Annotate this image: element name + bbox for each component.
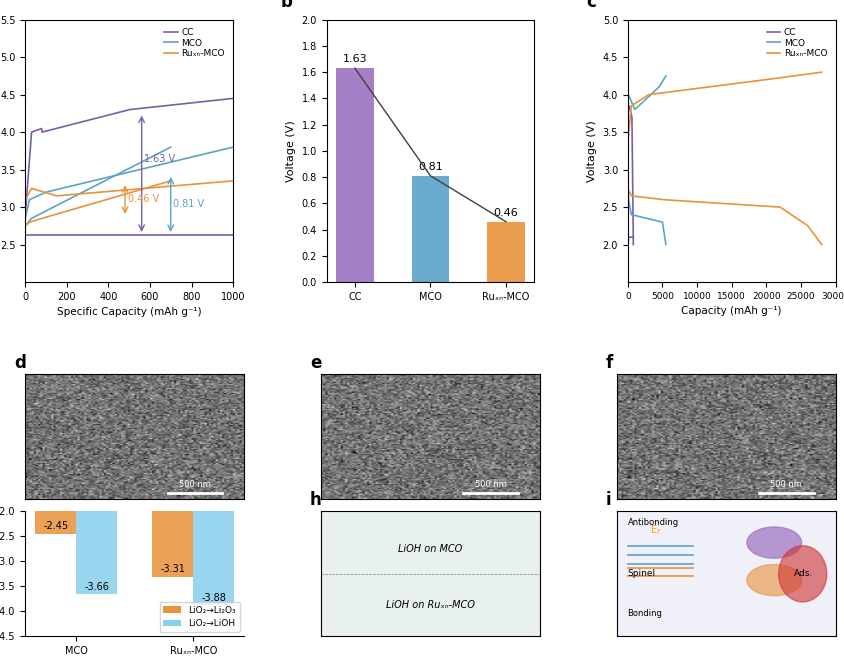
CC (628, 197, 638, 205)
MCO (191, 152, 201, 160)
X-axis label: Capacity (mAh g⁻¹): Capacity (mAh g⁻¹) (681, 306, 782, 316)
Y-axis label: Voltage (V): Voltage (V) (286, 120, 296, 182)
MCO (223, 144, 233, 152)
Bar (487, 222, 525, 282)
Text: E$_f$: E$_f$ (650, 523, 662, 537)
X-axis label: Specific Capacity (mAh g⁻¹): Specific Capacity (mAh g⁻¹) (57, 308, 202, 318)
Text: -2.45: -2.45 (43, 522, 68, 531)
Ruₓₙ-MCO (812, 69, 822, 77)
CC (623, 98, 633, 106)
Text: 500 nm: 500 nm (179, 480, 211, 489)
Text: -3.66: -3.66 (84, 582, 109, 592)
MCO (623, 103, 633, 111)
CC (133, 105, 143, 113)
MCO (655, 82, 665, 90)
CC (119, 107, 129, 115)
Text: -3.31: -3.31 (160, 564, 186, 575)
Ruₓₙ-MCO (738, 79, 749, 87)
MCO (133, 166, 143, 174)
Text: e: e (310, 354, 322, 372)
Text: 1.63: 1.63 (343, 54, 367, 64)
Line: Ruₓₙ-MCO: Ruₓₙ-MCO (25, 181, 233, 199)
Ruₓₙ-MCO (120, 186, 130, 194)
Text: 500 nm: 500 nm (474, 480, 506, 489)
Ruₓₙ-MCO (223, 177, 233, 185)
MCO (661, 72, 671, 80)
Y-axis label: Voltage (V): Voltage (V) (587, 120, 597, 182)
MCO (657, 78, 668, 86)
Bar (193, 411, 235, 605)
Ruₓₙ-MCO (20, 195, 30, 203)
Line: Ruₓₙ-MCO: Ruₓₙ-MCO (628, 72, 822, 144)
CC (623, 103, 633, 111)
Bar (412, 176, 449, 282)
Text: LiOH on Ruₓₙ-MCO: LiOH on Ruₓₙ-MCO (386, 600, 475, 610)
Ellipse shape (747, 564, 802, 596)
Ruₓₙ-MCO (119, 186, 129, 194)
Text: LiOH on MCO: LiOH on MCO (398, 544, 463, 554)
Ruₓₙ-MCO (191, 180, 201, 188)
MCO (144, 163, 154, 171)
Text: 0.81: 0.81 (418, 162, 443, 172)
MCO (20, 215, 30, 222)
CC (191, 98, 201, 106)
Line: CC: CC (628, 102, 633, 245)
Text: b: b (281, 0, 293, 10)
Ruₓₙ-MCO (817, 68, 827, 76)
MCO (119, 169, 129, 177)
CC (144, 104, 154, 112)
Bar (336, 68, 374, 282)
Ruₓₙ-MCO (228, 177, 238, 185)
Text: 500 nm: 500 nm (771, 480, 803, 489)
CC (628, 241, 638, 249)
Line: MCO: MCO (628, 76, 666, 110)
Legend: LiO₂→Li₂O₃, LiO₂→LiOH: LiO₂→Li₂O₃, LiO₂→LiOH (160, 602, 240, 632)
Text: Spinel: Spinel (628, 569, 656, 579)
Ruₓₙ-MCO (623, 140, 633, 148)
Text: 0.46 V: 0.46 V (128, 194, 160, 204)
CC (228, 94, 238, 102)
Line: CC: CC (25, 98, 233, 215)
CC (624, 103, 634, 111)
Bar (35, 411, 76, 534)
Ruₓₙ-MCO (716, 81, 726, 89)
MCO (646, 91, 656, 99)
Text: Bonding: Bonding (628, 609, 663, 617)
Text: 1.63 V: 1.63 V (143, 154, 175, 164)
Ruₓₙ-MCO (782, 73, 792, 81)
Text: 0.46: 0.46 (494, 208, 518, 218)
MCO (120, 169, 130, 177)
Ruₓₙ-MCO (715, 81, 725, 89)
Text: Ads.: Ads. (794, 569, 814, 579)
MCO (623, 106, 633, 113)
Ruₓₙ-MCO (728, 80, 738, 88)
MCO (646, 91, 656, 99)
CC (628, 215, 638, 223)
Line: MCO: MCO (25, 147, 233, 218)
Ellipse shape (779, 546, 827, 602)
CC (625, 102, 635, 110)
Legend: CC, MCO, Ruₓₙ-MCO: CC, MCO, Ruₓₙ-MCO (763, 24, 831, 62)
MCO (228, 143, 238, 151)
CC (120, 107, 130, 115)
Text: 0.81 V: 0.81 V (173, 199, 204, 209)
Text: -3.88: -3.88 (202, 593, 226, 603)
CC (20, 211, 30, 218)
Text: h: h (310, 491, 322, 509)
Text: f: f (606, 354, 613, 372)
Legend: CC, MCO, Ruₓₙ-MCO: CC, MCO, Ruₓₙ-MCO (160, 24, 229, 62)
Text: c: c (587, 0, 596, 10)
Bar (153, 411, 193, 577)
Text: Antibonding: Antibonding (628, 518, 679, 527)
CC (623, 106, 633, 113)
Bar (76, 411, 117, 594)
Ruₓₙ-MCO (133, 185, 143, 193)
CC (223, 95, 233, 103)
Ellipse shape (747, 527, 802, 558)
MCO (646, 91, 656, 98)
Text: d: d (14, 354, 26, 372)
Ruₓₙ-MCO (144, 184, 154, 192)
Text: i: i (606, 491, 611, 509)
